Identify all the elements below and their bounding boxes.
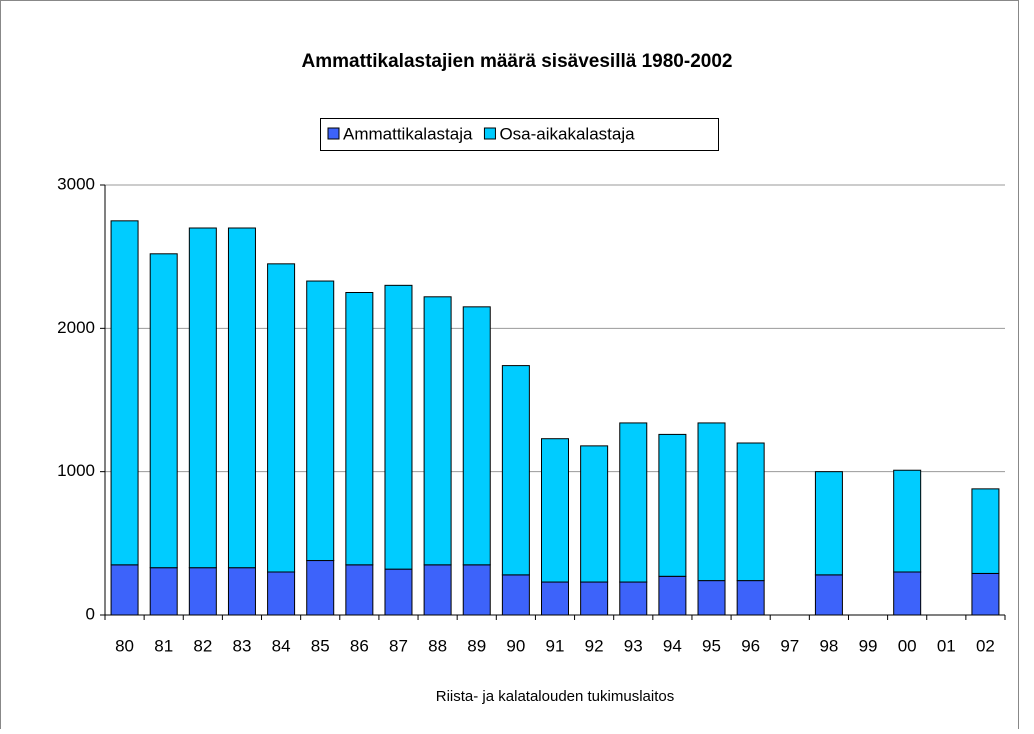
bar-segment [814, 471, 843, 576]
x-tick-label: 83 [232, 636, 251, 655]
source-note: Riista- ja kalatalouden tukimuslaitos [436, 688, 674, 705]
bar-segment [384, 568, 413, 616]
legend-swatch [327, 127, 340, 140]
bar-segment [306, 280, 335, 562]
y-tick-label: 2000 [57, 318, 95, 337]
x-tick-label: 00 [898, 636, 917, 655]
legend-label: Ammattikalastaja [343, 124, 473, 143]
bar-segment [658, 575, 687, 616]
bar-segment [971, 488, 1000, 574]
bar-segment [893, 469, 922, 573]
bar-segment [267, 263, 296, 573]
bar-segment [697, 422, 726, 582]
x-tick-label: 94 [663, 636, 682, 655]
x-tick-label: 93 [624, 636, 643, 655]
x-tick-label: 96 [741, 636, 760, 655]
x-tick-label: 80 [115, 636, 134, 655]
bar-segment [110, 220, 139, 566]
chart-title: Ammattikalastajien määrä sisävesillä 198… [302, 51, 733, 72]
bar-segment [149, 253, 178, 569]
bar-segment [227, 567, 256, 616]
x-tick-label: 02 [976, 636, 995, 655]
x-tick-label: 87 [389, 636, 408, 655]
x-tick-label: 89 [467, 636, 486, 655]
x-tick-label: 81 [154, 636, 173, 655]
legend-swatch [483, 127, 496, 140]
x-tick-label: 92 [585, 636, 604, 655]
bar-segment [345, 292, 374, 566]
x-tick-label: 98 [819, 636, 838, 655]
bar-segment [501, 365, 530, 576]
bar-segment [423, 296, 452, 566]
x-tick-label: 90 [506, 636, 525, 655]
bar-segment [267, 571, 296, 616]
bar-segment [697, 580, 726, 616]
bar-segment [462, 564, 491, 616]
x-tick-label: 97 [780, 636, 799, 655]
bar-segment [306, 560, 335, 616]
bar-segment [736, 580, 765, 616]
x-tick-label: 91 [546, 636, 565, 655]
bar-segment [580, 581, 609, 616]
bar-segment [541, 581, 569, 616]
y-tick-label: 1000 [57, 461, 95, 480]
x-tick-label: 82 [193, 636, 212, 655]
bar-segment [423, 564, 452, 616]
bar-segment [462, 306, 491, 566]
bar-segment [345, 564, 374, 616]
x-tick-label: 86 [350, 636, 369, 655]
bar-segment [736, 442, 765, 582]
x-tick-label: 99 [859, 636, 878, 655]
x-tick-label: 88 [428, 636, 447, 655]
x-tick-label: 95 [702, 636, 721, 655]
y-tick-label: 3000 [57, 174, 95, 193]
bar-segment [893, 571, 922, 616]
x-tick-label: 84 [272, 636, 291, 655]
x-tick-label: 85 [311, 636, 330, 655]
bar-segment [188, 567, 217, 616]
bar-segment [188, 227, 217, 569]
y-tick-label: 0 [86, 604, 95, 623]
bar-segment [619, 581, 648, 616]
bar-segment [149, 567, 178, 616]
bar-segment [501, 574, 530, 616]
bar-segment [110, 564, 139, 616]
bar-segment [619, 422, 648, 583]
legend-label: Osa-aikakalastaja [499, 124, 635, 143]
bar-segment [580, 445, 609, 583]
bar-segment [971, 572, 1000, 616]
bar-segment [541, 438, 569, 583]
legend-box [320, 118, 719, 151]
bar-segment [814, 574, 843, 616]
bar-segment [384, 284, 413, 570]
bar-segment [658, 433, 687, 577]
bar-segment [227, 227, 256, 569]
x-tick-label: 01 [937, 636, 956, 655]
